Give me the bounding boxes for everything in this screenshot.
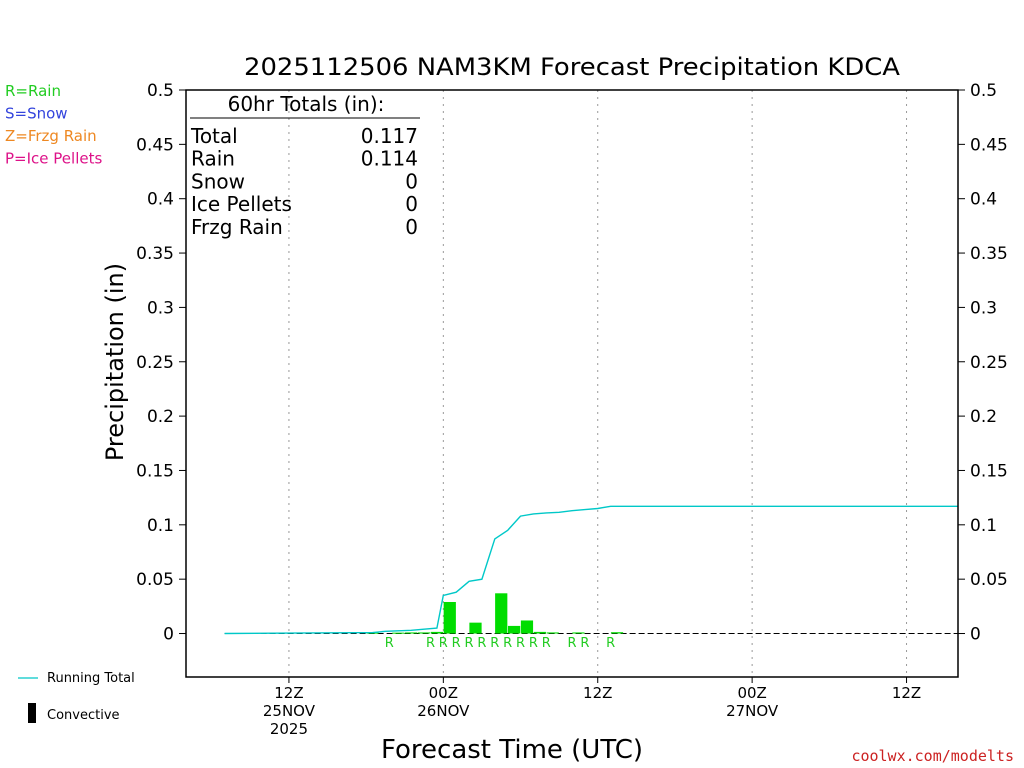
ptype-marker-rain: R: [490, 636, 499, 651]
y-tick-label-right: 0.3: [970, 298, 997, 318]
totals-row-label: Snow: [191, 169, 245, 193]
series-legend: Running Total Convective: [18, 671, 135, 723]
precip-bar: [546, 632, 559, 634]
y-tick-label-left: 0.2: [147, 407, 174, 427]
y-tick-label-right: 0.4: [970, 190, 997, 210]
precip-bar: [495, 593, 508, 634]
ptype-legend-item: P=Ice Pellets: [5, 150, 102, 168]
y-tick-label-left: 0.25: [136, 353, 174, 373]
x-tick-label: 25NOV: [263, 702, 316, 720]
ptype-marker-rain: R: [426, 636, 435, 651]
precip-bar: [533, 631, 546, 634]
x-tick-label: 12Z: [583, 684, 612, 702]
running-total-series: [224, 505, 958, 635]
precip-bar: [392, 632, 405, 634]
y-tick-label-left: 0.3: [147, 298, 174, 318]
y-tick-label-left: 0.1: [147, 516, 174, 536]
ptype-marker-rain: R: [529, 636, 538, 651]
precip-bar: [430, 631, 444, 634]
y-tick-label-left: 0.45: [136, 135, 174, 155]
hourly-precip-bars: [366, 593, 624, 634]
ptype-marker-rain: R: [542, 636, 551, 651]
ptype-legend-item: R=Rain: [5, 82, 61, 100]
y-tick-label-left: 0.35: [136, 244, 174, 264]
x-tick-label: 00Z: [429, 684, 458, 702]
y-axis-label: Precipitation (in): [101, 263, 129, 461]
ptype-marker-rain: R: [606, 636, 615, 651]
totals-row-label: Frzg Rain: [191, 215, 283, 239]
y-tick-label-right: 0.45: [970, 135, 1008, 155]
y-tick-label-right: 0.35: [970, 244, 1008, 264]
x-axis-label: Forecast Time (UTC): [381, 735, 643, 765]
y-tick-label-left: 0: [163, 625, 174, 645]
convective-legend-label: Convective: [47, 708, 120, 723]
y-axis-ticks: 0 00.05 0.050.1 0.10.15 0.150.2 0.20.25 0.250.…: [136, 81, 1008, 645]
precip-bar: [572, 632, 585, 634]
totals-row-value: 0: [405, 215, 418, 239]
totals-rows: Total 0.117 Rain 0.114 Snow 0 Ice Pellets 0 Frzg…: [190, 124, 418, 239]
y-tick-label-right: 0.2: [970, 407, 997, 427]
ptype-marker-rain: R: [452, 636, 461, 651]
y-tick-label-right: 0.25: [970, 353, 1008, 373]
precip-bar: [417, 632, 431, 634]
ptype-marker-rain: R: [385, 636, 394, 651]
gridlines: [224, 90, 958, 677]
ptype-marker-rain: R: [516, 636, 525, 651]
ptype-marker-rain: R: [567, 636, 576, 651]
ptype-marker-rain: R: [503, 636, 512, 651]
x-tick-label: 26NOV: [417, 702, 470, 720]
ptype-legend-item: Z=Frzg Rain: [5, 127, 97, 145]
x-tick-label: 12Z: [892, 684, 921, 702]
y-tick-label-left: 0.05: [136, 570, 174, 590]
y-tick-label-left: 0.4: [147, 190, 174, 210]
ptype-marker-rain: R: [439, 636, 448, 651]
ptype-marker-rain: R: [465, 636, 474, 651]
watermark: coolwx.com/modelts: [851, 747, 1014, 765]
precip-bar: [520, 620, 534, 634]
totals-row-value: 0.114: [361, 147, 418, 171]
running-total-legend-label: Running Total: [47, 671, 135, 686]
precip-bar: [443, 601, 456, 634]
ptype-marker-rain: R: [477, 636, 486, 651]
ptype-legend: R=Rain S=Snow Z=Frzg Rain P=Ice Pellets: [5, 82, 102, 168]
y-tick-label-left: 0.5: [147, 81, 174, 101]
convective-legend-swatch: [28, 703, 36, 723]
x-tick-label: 00Z: [737, 684, 766, 702]
totals-row-label: Total: [190, 124, 238, 148]
chart-title: 2025112506 NAM3KM Forecast Precipitation…: [244, 53, 901, 81]
plot-frame: [185, 89, 959, 678]
y-tick-label-left: 0.15: [136, 461, 174, 481]
x-tick-label: 2025: [270, 720, 308, 738]
y-tick-label-right: 0.1: [970, 516, 997, 536]
totals-row-label: Ice Pellets: [191, 192, 292, 216]
ptype-marker-rain: R: [580, 636, 589, 651]
precip-bar: [507, 625, 521, 634]
totals-row-label: Rain: [191, 147, 235, 171]
y-tick-label-right: 0.15: [970, 461, 1008, 481]
precip-bar: [405, 632, 418, 634]
precip-bar: [610, 632, 624, 634]
y-tick-label-right: 0.5: [970, 81, 997, 101]
y-tick-label-right: 0.05: [970, 570, 1008, 590]
precip-bar: [469, 622, 482, 634]
totals-row-value: 0.117: [361, 124, 418, 148]
totals-row-value: 0: [405, 192, 418, 216]
totals-row-value: 0: [405, 169, 418, 193]
y-tick-label-right: 0: [970, 625, 981, 645]
totals-box: 60hr Totals (in): Total 0.117 Rain 0.114 Sno…: [190, 92, 420, 239]
totals-header: 60hr Totals (in):: [228, 92, 385, 116]
x-tick-label: 12Z: [274, 684, 303, 702]
running-total-line: [224, 505, 958, 635]
x-tick-label: 27NOV: [726, 702, 779, 720]
ptype-legend-item: S=Snow: [5, 105, 68, 123]
